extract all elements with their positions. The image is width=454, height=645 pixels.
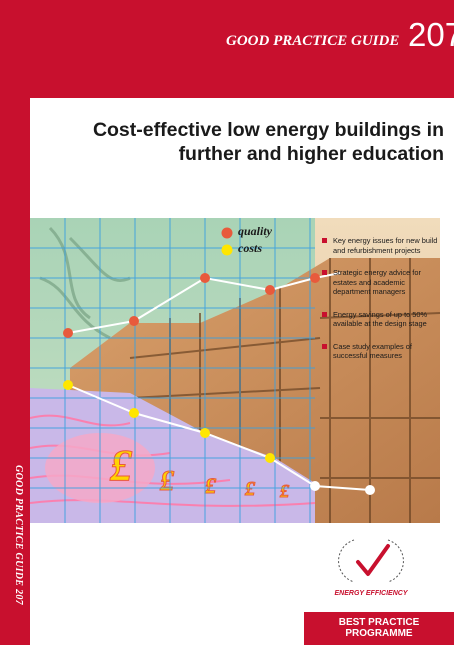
programme-line-2: PROGRAMME <box>345 628 413 639</box>
pound-sign-large: £ <box>109 441 133 490</box>
pound-sign: £ <box>244 478 256 500</box>
costs-line <box>67 384 371 491</box>
costs-point <box>365 485 375 495</box>
spine: GOOD PRACTICE GUIDE 207 <box>0 0 30 645</box>
costs-points <box>63 380 375 495</box>
costs-point <box>63 380 73 390</box>
best-practice-emblem <box>338 539 404 583</box>
check-mark-icon <box>356 544 390 576</box>
legend-costs-label: costs <box>238 241 262 255</box>
quality-points <box>63 273 320 338</box>
title-line-2: further and higher education <box>178 143 444 165</box>
costs-point <box>129 408 139 418</box>
legend-costs-dot <box>221 244 233 256</box>
list-item: Key energy issues for new build and refu… <box>322 236 440 255</box>
list-item: Case study examples of successful measur… <box>322 342 440 361</box>
quality-point <box>129 316 139 326</box>
legend-quality-dot <box>221 227 233 239</box>
title-line-1: Cost-effective low energy buildings in <box>92 119 444 141</box>
costs-point <box>310 481 320 491</box>
bullet-square <box>322 270 327 275</box>
grid-lines <box>30 218 315 523</box>
programme-badge: BEST PRACTICE PROGRAMME <box>304 612 454 645</box>
quality-point <box>63 328 73 338</box>
page-title: Cost-effective low energy buildings in f… <box>40 118 444 166</box>
quality-point <box>200 273 210 283</box>
costs-point <box>200 428 210 438</box>
programme-line-1: BEST PRACTICE <box>338 617 420 628</box>
costs-point <box>265 453 275 463</box>
best-practice-logo: ENERGY EFFICIENCY <box>296 532 446 612</box>
bullet-square <box>322 238 327 243</box>
foliage-shape <box>39 226 131 340</box>
legend-quality-label: quality <box>238 224 273 238</box>
hero-artwork: £ £ £ £ £ <box>30 218 440 523</box>
pound-sign: £ <box>159 466 175 497</box>
hero-illustration: £ £ £ £ £ <box>30 218 440 523</box>
pound-sign: £ <box>279 481 290 501</box>
pound-sign: £ <box>204 473 217 498</box>
bullet-square <box>322 343 327 349</box>
bullet-square <box>322 311 327 317</box>
key-points-list: Key energy issues for new build and refu… <box>322 236 440 374</box>
spine-title: GOOD PRACTICE GUIDE 207 <box>13 465 24 605</box>
list-item: Strategic energy advice for estates and … <box>322 268 440 297</box>
quality-point <box>310 273 320 283</box>
quality-point <box>265 285 275 295</box>
list-item: Energy savings of up to 50% available at… <box>322 310 440 329</box>
guide-number: 207 <box>408 16 454 53</box>
energy-efficiency-label: ENERGY EFFICIENCY <box>334 590 408 597</box>
guide-series-label: GOOD PRACTICE GUIDE <box>226 33 400 49</box>
header-band: GOOD PRACTICE GUIDE 207 <box>30 0 454 98</box>
